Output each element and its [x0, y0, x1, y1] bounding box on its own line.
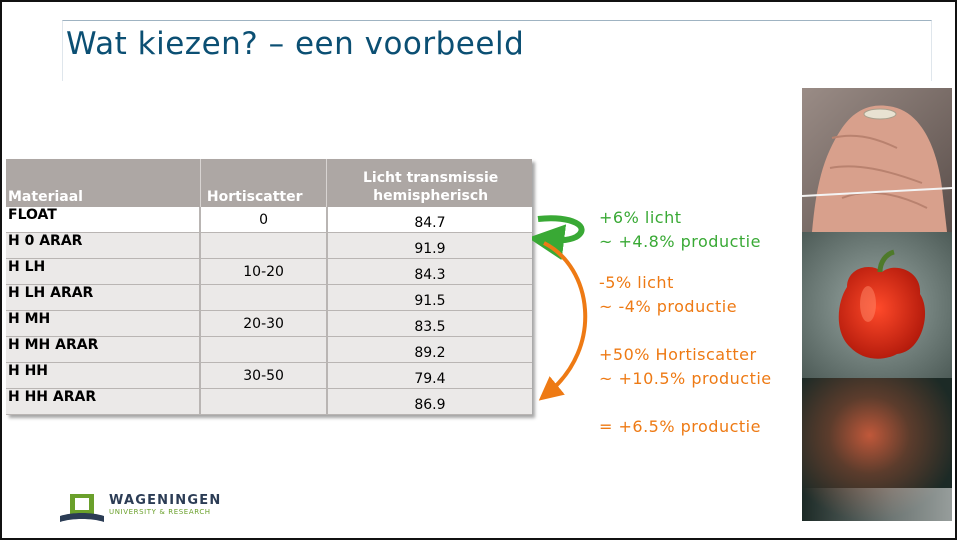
orange-note-line-3: +50% Hortiscatter — [599, 345, 757, 364]
title-frame — [62, 20, 932, 81]
logo-subtitle: UNIVERSITY & RESEARCH — [109, 508, 211, 516]
pepper-behind-glass-photo — [802, 232, 952, 378]
photo-column — [802, 88, 952, 521]
hand-behind-glass-photo — [802, 88, 952, 232]
table-header-row: Materiaal Hortiscatter Licht transmissie… — [6, 159, 532, 207]
cell-materiaal: H LH — [6, 258, 202, 285]
table-row: H 0 ARAR 91.9 — [6, 232, 532, 259]
cell-licht: 91.5 — [326, 284, 532, 311]
cell-licht: 84.7 — [326, 207, 532, 233]
curved-arrows — [532, 215, 588, 401]
cell-hortiscatter: 30-50 — [200, 362, 328, 389]
cell-materiaal: FLOAT — [6, 207, 202, 233]
header-materiaal: Materiaal — [6, 159, 201, 207]
cell-hortiscatter: 20-30 — [200, 310, 328, 337]
cell-licht: 83.5 — [326, 310, 532, 337]
table-row: FLOAT 0 84.7 — [6, 207, 532, 233]
cell-materiaal: H HH ARAR — [6, 388, 202, 415]
cell-materiaal: H MH — [6, 310, 202, 337]
green-note-line-1: +6% licht — [599, 208, 682, 227]
cell-hortiscatter — [200, 388, 328, 415]
cell-hortiscatter — [200, 232, 328, 259]
green-note: +6% licht ~ +4.8% productie — [599, 206, 761, 254]
cell-hortiscatter — [200, 336, 328, 363]
orange-note-3: = +6.5% productie — [599, 415, 761, 439]
cell-licht: 84.3 — [326, 258, 532, 285]
table-row: H LH 10-20 84.3 — [6, 258, 532, 285]
orange-note-line-4: ~ +10.5% productie — [599, 369, 772, 388]
table-row: H LH ARAR 91.5 — [6, 284, 532, 311]
cell-hortiscatter — [200, 284, 328, 311]
table-row: H MH 20-30 83.5 — [6, 310, 532, 337]
cell-materiaal: H 0 ARAR — [6, 232, 202, 259]
green-note-line-2: ~ +4.8% productie — [599, 232, 761, 251]
orange-note-line-2: ~ -4% productie — [599, 297, 738, 316]
orange-note-1: -5% licht ~ -4% productie — [599, 271, 737, 319]
cell-hortiscatter: 0 — [200, 207, 328, 233]
orange-arrow — [538, 241, 588, 401]
table-row: H MH ARAR 89.2 — [6, 336, 532, 363]
green-arrow — [532, 215, 585, 261]
logo-name: WAGENINGEN — [109, 493, 222, 508]
cell-materiaal: H HH — [6, 362, 202, 389]
orange-note-2: +50% Hortiscatter ~ +10.5% productie — [599, 343, 772, 391]
header-licht-transmissie: Licht transmissie hemispherisch — [326, 159, 532, 207]
table-row: H HH 30-50 79.4 — [6, 362, 532, 389]
cell-licht: 79.4 — [326, 362, 532, 389]
wageningen-logo: WAGENINGEN UNIVERSITY & RESEARCH — [60, 492, 230, 524]
cell-licht: 89.2 — [326, 336, 532, 363]
blurred-pepper-photo — [802, 378, 952, 521]
slide-title: Wat kiezen? – een voorbeeld — [66, 26, 525, 62]
cell-licht: 86.9 — [326, 388, 532, 415]
cell-hortiscatter: 10-20 — [200, 258, 328, 285]
header-hortiscatter: Hortiscatter — [200, 159, 328, 207]
table-row: H HH ARAR 86.9 — [6, 388, 532, 415]
cell-licht: 91.9 — [326, 232, 532, 259]
materials-table: Materiaal Hortiscatter Licht transmissie… — [6, 159, 532, 415]
wageningen-logo-icon — [60, 494, 104, 522]
orange-note-line-1: -5% licht — [599, 273, 674, 292]
orange-note-line-5: = +6.5% productie — [599, 417, 761, 436]
cell-materiaal: H LH ARAR — [6, 284, 202, 311]
cell-materiaal: H MH ARAR — [6, 336, 202, 363]
